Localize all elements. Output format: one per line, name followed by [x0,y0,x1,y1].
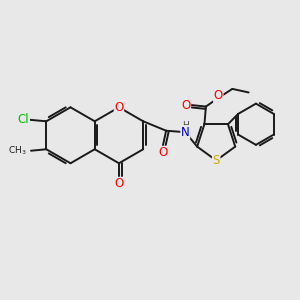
Text: S: S [212,154,220,167]
Text: CH$_3$: CH$_3$ [8,145,26,157]
Text: N: N [181,126,190,139]
Text: O: O [158,146,167,159]
Text: Cl: Cl [18,113,29,126]
Text: O: O [114,177,124,190]
Text: O: O [214,89,223,103]
Text: O: O [114,101,124,114]
Text: H: H [182,121,189,130]
Text: O: O [181,99,190,112]
